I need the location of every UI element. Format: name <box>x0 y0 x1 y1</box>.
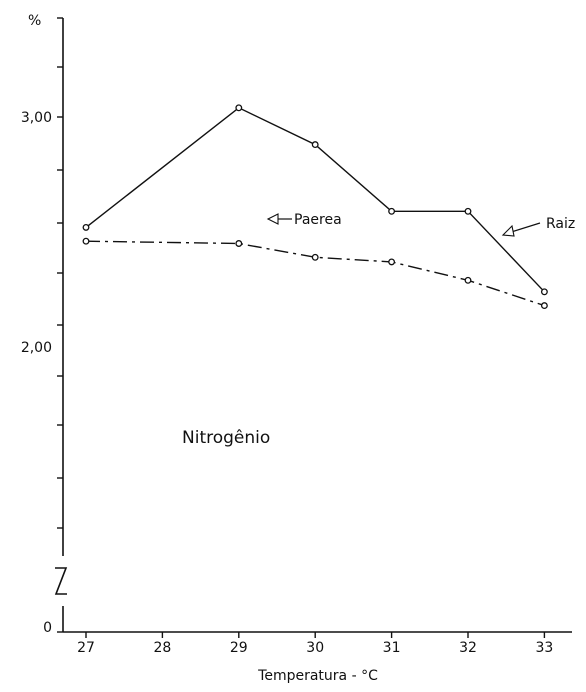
y-tick-label: 0 <box>43 620 52 636</box>
legend-label-raiz: Raiz <box>546 216 575 232</box>
series-layer <box>82 104 548 310</box>
y-unit-label: % <box>28 13 41 29</box>
x-axis-label: Temperatura - °C <box>257 668 378 684</box>
data-point-raiz <box>464 207 472 215</box>
data-point-raiz <box>311 141 319 149</box>
data-point-paerea <box>464 276 472 284</box>
y-tick-label: 2,00 <box>21 340 52 356</box>
paerea-arrow-head <box>266 213 279 225</box>
nitrogenio-annotation: Nitrogênio <box>182 428 270 448</box>
data-point-raiz <box>82 223 90 231</box>
x-tick-label: 32 <box>459 640 477 656</box>
y-tick-label: 3,00 <box>21 110 52 126</box>
data-point-paerea <box>540 302 548 310</box>
x-tick-label: 30 <box>306 640 324 656</box>
legend-label-paerea: Paerea <box>294 212 342 228</box>
series-line-raiz <box>85 106 545 293</box>
x-tick-label: 27 <box>77 640 95 656</box>
x-tick-label: 33 <box>535 640 553 656</box>
x-tick-label: 29 <box>230 640 248 656</box>
data-point-raiz <box>540 288 548 296</box>
raiz-arrow-head <box>501 224 515 237</box>
axes <box>54 18 572 633</box>
y-axis-break <box>54 567 68 595</box>
ticks <box>57 17 546 638</box>
labels-layer: % Temperatura - °C Nitrogênio Raiz Paere… <box>21 13 575 684</box>
series-line-paerea <box>85 240 545 307</box>
data-point-paerea <box>235 240 243 247</box>
data-point-raiz <box>388 207 396 215</box>
data-point-paerea <box>82 237 90 245</box>
data-point-paerea <box>311 253 319 261</box>
x-tick-label: 31 <box>383 640 401 656</box>
data-point-raiz <box>235 104 243 112</box>
data-point-paerea <box>388 258 396 266</box>
x-tick-label: 28 <box>153 640 171 656</box>
